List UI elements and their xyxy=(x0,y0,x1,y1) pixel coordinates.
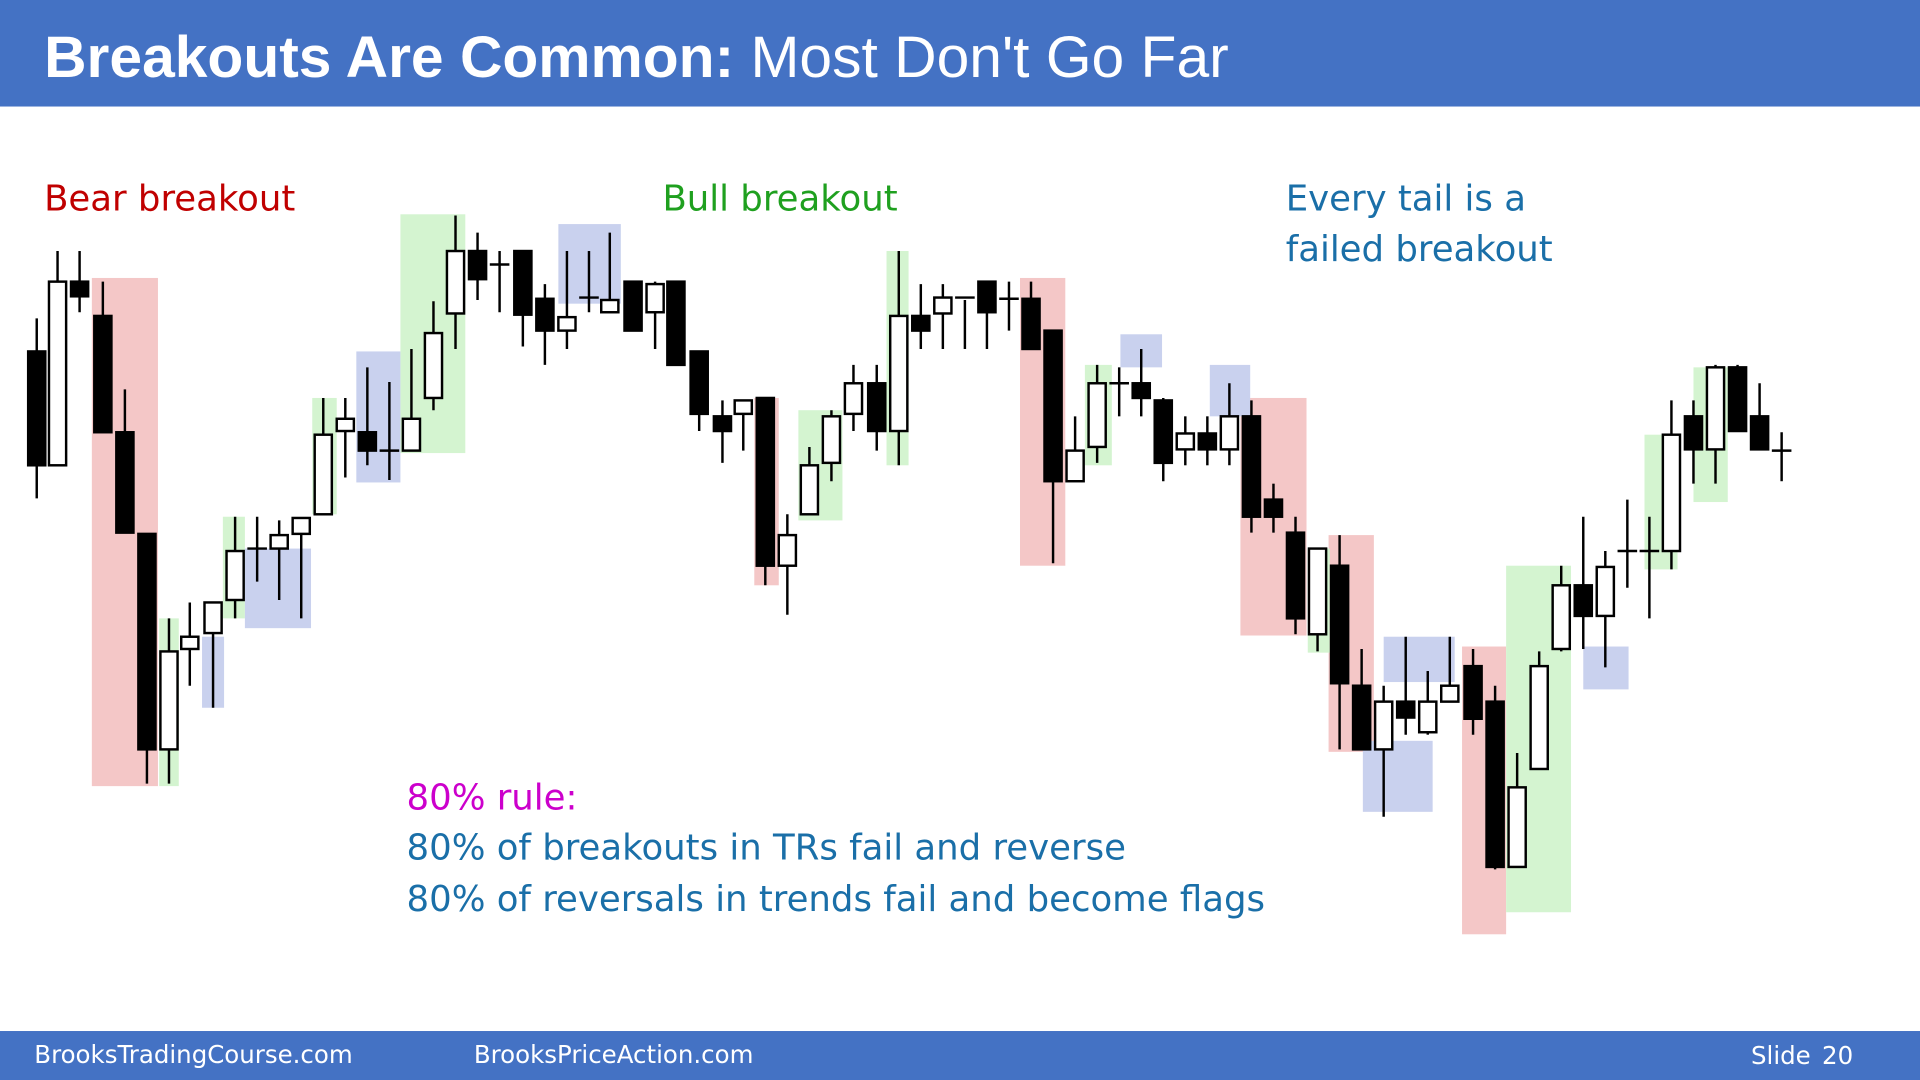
candle-body xyxy=(357,431,378,452)
candle-body xyxy=(1507,786,1527,869)
candle-body xyxy=(1417,700,1438,734)
candle-body xyxy=(26,350,47,467)
highlight-box xyxy=(1362,740,1433,812)
candle-body xyxy=(888,314,909,433)
highlight-box xyxy=(356,351,401,483)
rule-title: 80% rule: xyxy=(407,777,578,818)
candle-body xyxy=(313,433,334,516)
candle-body xyxy=(1595,565,1616,618)
candle-body xyxy=(911,314,931,332)
candle-body xyxy=(1197,432,1218,451)
candle-body xyxy=(821,415,842,465)
candle-body xyxy=(1285,531,1306,620)
candle-body xyxy=(1351,684,1372,751)
candle-body xyxy=(137,532,157,751)
candle-body xyxy=(1175,432,1196,451)
candle-body xyxy=(335,417,356,433)
candle-body xyxy=(203,601,223,635)
candle-body xyxy=(47,280,68,467)
candle-body xyxy=(1153,399,1174,465)
candle-body xyxy=(1440,684,1460,703)
candle-body xyxy=(1573,584,1594,618)
slide-number: 20 xyxy=(1822,1041,1853,1070)
candle-body xyxy=(93,314,113,434)
title-rest: Most Don't Go Far xyxy=(750,25,1228,90)
candle-body xyxy=(1043,329,1063,483)
candle-body xyxy=(1661,433,1682,553)
candle-body xyxy=(1263,498,1284,518)
footer-left: BrooksTradingCourse.com xyxy=(34,1040,352,1069)
candle-body xyxy=(600,298,620,314)
candle-body xyxy=(1395,700,1416,719)
candle-body xyxy=(513,249,533,316)
tail-note: failed breakout xyxy=(1286,229,1553,270)
candle-body xyxy=(1485,700,1505,869)
candle-body xyxy=(1529,664,1549,771)
candle-body xyxy=(755,396,776,567)
candle-body xyxy=(115,431,135,534)
candle-body xyxy=(1683,415,1704,451)
candle-body xyxy=(180,635,200,651)
candles xyxy=(26,215,1792,870)
candle-body xyxy=(557,315,577,332)
rule-text: 80% of breakouts in TRs fail and reverse xyxy=(407,828,1126,869)
candle-body xyxy=(1329,564,1350,685)
candle-body xyxy=(423,331,444,400)
candle-body xyxy=(1463,664,1483,720)
rule-text: 80% of reversals in trends fail and beco… xyxy=(407,879,1266,920)
candle-body xyxy=(401,417,422,452)
highlights xyxy=(91,214,1728,935)
candle-body xyxy=(645,282,665,314)
candle-body xyxy=(291,516,312,536)
highlight-box xyxy=(1383,636,1455,683)
candle-body xyxy=(1727,366,1748,433)
candle-body xyxy=(535,297,555,332)
candle-body xyxy=(977,280,997,314)
slide-title: Breakouts Are Common: Most Don't Go Far xyxy=(44,25,1229,90)
bear-label: Bear breakout xyxy=(44,179,295,220)
candle-body xyxy=(623,280,643,332)
candle-body xyxy=(1307,547,1328,636)
candle-body xyxy=(1219,415,1240,451)
candle-body xyxy=(1373,700,1394,751)
candle-body xyxy=(269,533,289,550)
candle-body xyxy=(225,549,245,602)
candle-body xyxy=(689,350,709,416)
candle-body xyxy=(866,382,887,433)
candle-body xyxy=(1241,415,1262,518)
candle-body xyxy=(467,249,488,281)
candle-body xyxy=(733,399,754,416)
footer-middle: BrooksPriceAction.com xyxy=(474,1040,754,1069)
slide-label: Slide xyxy=(1751,1041,1811,1070)
header-bar xyxy=(0,0,1920,107)
candle-body xyxy=(933,296,953,315)
candle-body xyxy=(159,650,179,751)
candle-body xyxy=(1551,584,1572,651)
candle-body xyxy=(445,249,466,315)
footer-bar xyxy=(0,1031,1920,1080)
candle-body xyxy=(666,280,686,367)
candle-body xyxy=(712,415,733,433)
title-bold: Breakouts Are Common: xyxy=(44,25,734,90)
candle-body xyxy=(1021,297,1041,351)
candle-body xyxy=(799,464,820,516)
candle-body xyxy=(1087,382,1107,449)
candle-body xyxy=(1749,415,1770,451)
candle-body xyxy=(1131,382,1152,400)
candle-body xyxy=(843,382,864,416)
bull-label: Bull breakout xyxy=(662,179,897,220)
candle-body xyxy=(1705,366,1726,451)
candle-body xyxy=(777,533,798,567)
candle-body xyxy=(1065,449,1085,483)
candle-body xyxy=(69,280,90,298)
tail-note: Every tail is a xyxy=(1286,179,1526,220)
